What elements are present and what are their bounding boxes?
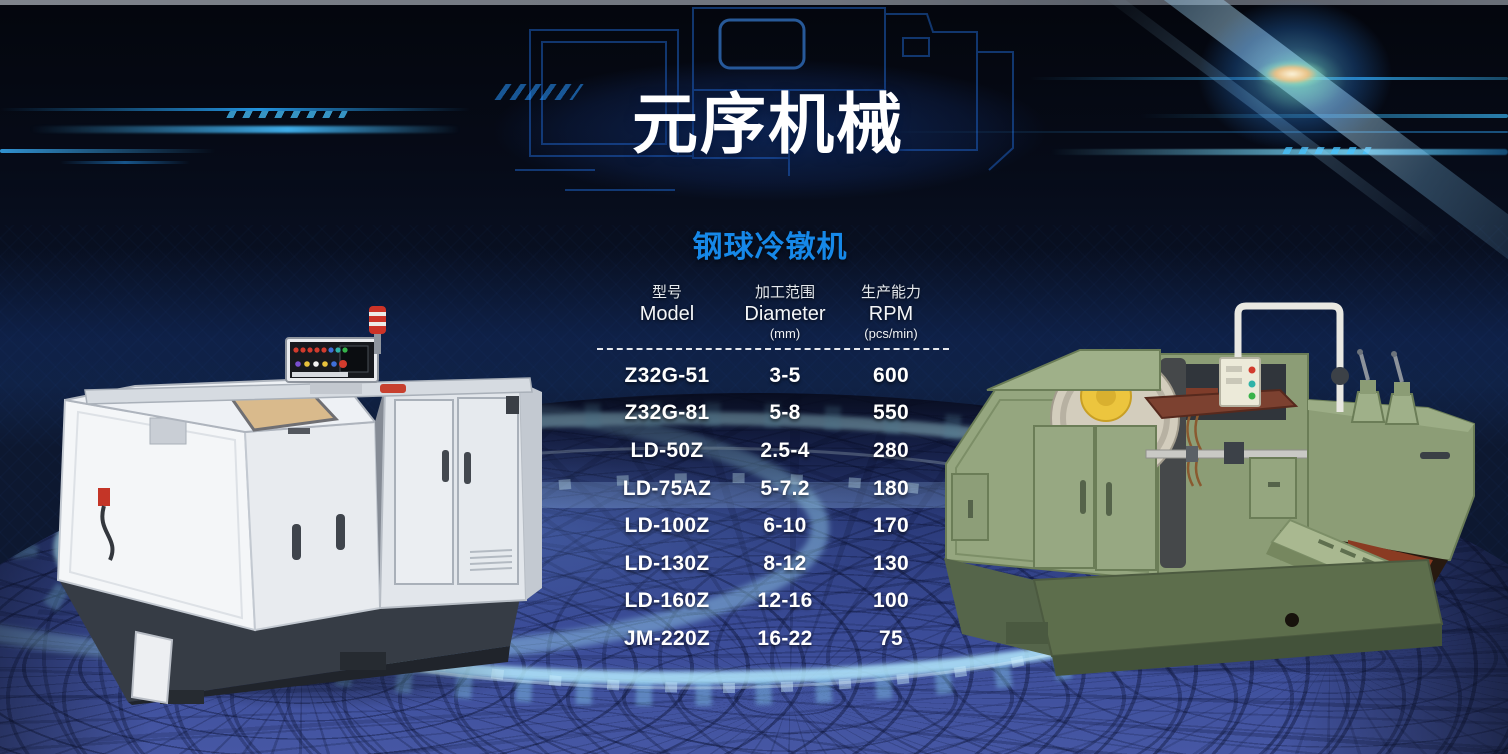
rpm-cell: 550 xyxy=(873,401,909,425)
header-cn: 生产能力 xyxy=(860,284,921,301)
beacon-light-icon xyxy=(369,306,386,354)
model-cell: Z32G-81 xyxy=(624,401,710,425)
header-cell: 加工范围 Diameter (mm) xyxy=(737,283,833,341)
light-streak xyxy=(60,161,190,164)
rpm-cell: 170 xyxy=(873,514,909,538)
lens-flare-glow xyxy=(1160,0,1430,180)
rpm-cell: 180 xyxy=(873,476,909,500)
header-en: Diameter xyxy=(744,303,826,325)
table-row: LD-100Z 6-10 170 xyxy=(597,507,949,545)
diameter-cell: 3-5 xyxy=(769,363,801,387)
header-en: Model xyxy=(639,303,695,325)
rpm-cell: 130 xyxy=(873,551,909,575)
model-cell: LD-160Z xyxy=(624,589,710,613)
top-rail xyxy=(84,377,533,405)
table-row: LD-130Z 8-12 130 xyxy=(597,545,949,583)
top-strip xyxy=(0,0,1508,5)
header-cell: 型号 Model xyxy=(597,283,737,341)
table-row: LD-50Z 2.5-4 280 xyxy=(597,432,949,470)
rpm-cell: 280 xyxy=(873,438,909,462)
table-row: LD-75AZ 5-7.2 180 xyxy=(597,470,949,508)
table-row: Z32G-51 3-5 600 xyxy=(597,357,949,395)
rpm-cell: 100 xyxy=(873,589,909,613)
model-cell: LD-50Z xyxy=(630,438,704,462)
front-lower-panel xyxy=(243,420,382,632)
red-label xyxy=(380,384,406,393)
header-unit: (pcs/min) xyxy=(864,326,918,341)
model-cell: Z32G-51 xyxy=(624,363,710,387)
model-cell: LD-75AZ xyxy=(622,476,712,500)
left-machine-illustration xyxy=(56,306,542,705)
header-en: RPM xyxy=(868,303,914,325)
pendant-frame xyxy=(1234,302,1344,412)
machine-wireframe-outline xyxy=(515,7,1014,191)
diameter-cell: 2.5-4 xyxy=(760,438,810,462)
lens-flare-core xyxy=(1256,60,1328,88)
light-streak xyxy=(0,149,215,153)
header-cell: 生产能力 RPM (pcs/min) xyxy=(833,283,949,341)
diameter-cell: 6-10 xyxy=(763,514,807,538)
title-glow xyxy=(400,35,1140,225)
cabinet-doors xyxy=(378,380,528,610)
diameter-cell: 16-22 xyxy=(757,626,813,650)
header-cn: 型号 xyxy=(651,284,682,301)
spec-table: 型号 Model 加工范围 Diameter (mm) 生产能力 RPM (pc… xyxy=(597,283,949,658)
control-pendant xyxy=(1219,302,1349,412)
slant-cover xyxy=(986,349,1161,391)
diameter-cell: 12-16 xyxy=(757,589,813,613)
light-streak xyxy=(0,108,470,111)
table-header: 型号 Model 加工范围 Diameter (mm) 生产能力 RPM (pc… xyxy=(597,283,949,341)
right-side-panel xyxy=(520,382,542,600)
page-title: 元序机械 xyxy=(632,87,904,161)
section-title: 钢球冷镦机 xyxy=(692,231,848,264)
diameter-cell: 8-12 xyxy=(763,551,807,575)
diameter-cell: 5-7.2 xyxy=(760,476,810,500)
light-streak xyxy=(30,126,460,133)
model-cell: LD-100Z xyxy=(624,514,710,538)
rpm-cell: 600 xyxy=(873,363,909,387)
right-machine-illustration xyxy=(944,302,1475,676)
panel-buttons xyxy=(293,347,348,368)
control-panel xyxy=(285,337,379,383)
cabinet-doors xyxy=(951,425,1157,571)
table-row: JM-220Z 16-22 75 xyxy=(597,620,949,658)
header-unit: (mm) xyxy=(769,326,801,341)
model-cell: LD-130Z xyxy=(624,551,710,575)
table-body: Z32G-51 3-5 600 Z32G-81 5-8 550 LD-50Z 2… xyxy=(597,348,949,658)
die-clamps xyxy=(1350,349,1420,425)
table-row: Z32G-81 5-8 550 xyxy=(597,395,949,433)
rpm-cell: 75 xyxy=(879,626,903,650)
model-cell: JM-220Z xyxy=(623,626,711,650)
header-cn: 加工范围 xyxy=(754,284,815,301)
machine-base xyxy=(944,558,1444,676)
diameter-cell: 5-8 xyxy=(769,401,801,425)
table-row: LD-160Z 12-16 100 xyxy=(597,583,949,621)
left-side-panel xyxy=(56,398,257,632)
